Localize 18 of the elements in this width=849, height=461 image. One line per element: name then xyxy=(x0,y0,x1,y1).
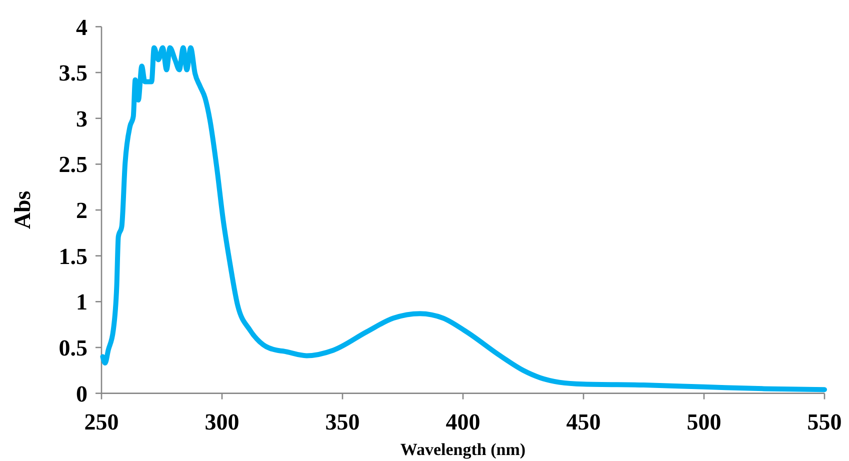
x-axis-title: Wavelength (nm) xyxy=(400,440,526,459)
y-tick-label: 3 xyxy=(76,106,88,132)
x-tick-label: 350 xyxy=(325,409,360,434)
x-tick-label: 450 xyxy=(566,409,601,434)
x-tick-label: 250 xyxy=(84,409,119,434)
y-tick-label: 3.5 xyxy=(58,60,88,86)
x-tick-label: 300 xyxy=(204,409,240,434)
y-tick-label: 1 xyxy=(76,290,88,315)
y-tick-label: 2.5 xyxy=(58,152,88,178)
y-tick-label: 1.5 xyxy=(58,244,88,269)
y-tick-label: 0.5 xyxy=(58,336,88,361)
y-tick-label: 2 xyxy=(76,198,88,224)
x-tick-label: 550 xyxy=(807,409,842,434)
x-tick-label: 500 xyxy=(686,409,722,434)
y-axis-title: Abs xyxy=(10,190,35,230)
y-tick-label: 4 xyxy=(76,14,88,40)
x-tick-label: 400 xyxy=(446,409,480,434)
y-tick-label: 0 xyxy=(76,381,88,406)
